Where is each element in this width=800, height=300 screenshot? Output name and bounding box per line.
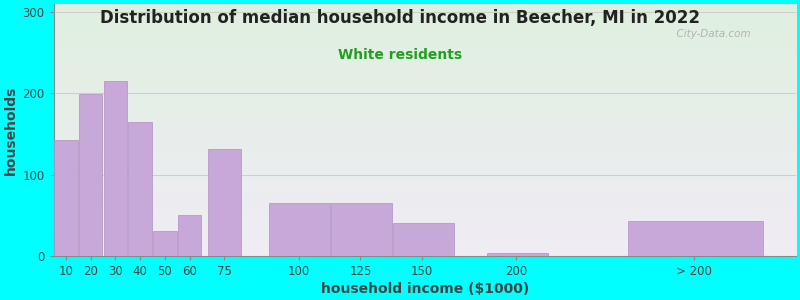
Bar <box>487 253 548 256</box>
Bar <box>178 215 202 256</box>
Bar <box>628 221 763 256</box>
Y-axis label: households: households <box>4 85 18 175</box>
Text: City-Data.com: City-Data.com <box>670 29 750 39</box>
Bar <box>54 140 78 256</box>
X-axis label: household income ($1000): household income ($1000) <box>321 282 529 296</box>
Bar <box>270 203 330 256</box>
Bar <box>331 203 392 256</box>
Text: White residents: White residents <box>338 48 462 62</box>
Bar <box>393 223 454 256</box>
Bar <box>208 148 241 256</box>
Bar <box>104 81 127 256</box>
Bar <box>79 94 102 256</box>
Bar <box>153 231 177 256</box>
Bar <box>129 122 152 256</box>
Text: Distribution of median household income in Beecher, MI in 2022: Distribution of median household income … <box>100 9 700 27</box>
